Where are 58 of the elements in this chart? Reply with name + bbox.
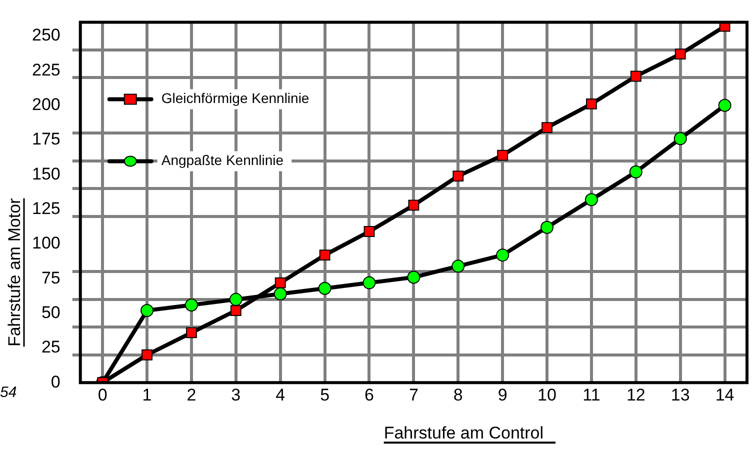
x-tick-label: 12 — [626, 385, 646, 404]
x-tick-label: 1 — [142, 385, 152, 404]
y-tick-label: 200 — [32, 95, 60, 114]
x-tick-label: 4 — [276, 385, 286, 404]
point — [674, 48, 686, 60]
point — [229, 292, 242, 306]
y-axis-title: Fahrstufe am Motor — [5, 198, 24, 347]
point — [452, 170, 464, 182]
y-tick-label: 100 — [32, 234, 60, 253]
y-tick-label: 225 — [32, 60, 60, 80]
x-tick-label: 3 — [231, 385, 241, 404]
x-tick-label: 11 — [582, 385, 600, 404]
y-tick-label: 25 — [41, 338, 60, 357]
x-tick-label: 2 — [186, 385, 196, 404]
legend-label: Gleichförmige Kennlinie — [161, 90, 310, 106]
point — [142, 349, 152, 360]
y-tick-label: 0 — [50, 372, 60, 392]
x-tick-label: 8 — [453, 385, 463, 404]
point — [274, 287, 287, 300]
y-tick-label: 250 — [32, 26, 60, 45]
x-tick-label: 9 — [498, 385, 508, 404]
point — [540, 220, 554, 234]
legend-label: Angpaßte Kennlinie — [161, 152, 284, 168]
point — [452, 260, 465, 273]
y-tick-label: 175 — [32, 130, 60, 149]
point — [140, 304, 154, 318]
point — [630, 70, 642, 82]
point — [186, 327, 197, 338]
x-tick-label: 6 — [364, 385, 374, 404]
x-tick-label: 10 — [538, 385, 556, 404]
x-tick-label: 0 — [98, 385, 108, 404]
point — [584, 193, 598, 206]
x-tick-label: 13 — [670, 385, 690, 404]
x-tick-label: 7 — [408, 385, 418, 404]
point — [364, 226, 375, 237]
point — [674, 132, 687, 146]
point — [230, 305, 242, 316]
point — [496, 248, 510, 262]
point — [362, 276, 376, 290]
point — [274, 277, 286, 288]
point — [407, 270, 420, 284]
y-tick-label: 150 — [32, 164, 60, 184]
point — [184, 298, 198, 312]
point — [542, 122, 552, 133]
point — [586, 98, 597, 110]
point — [629, 165, 642, 178]
y-tick-label: 75 — [41, 268, 60, 288]
point — [718, 98, 732, 112]
y-tick-label: 125 — [32, 199, 60, 218]
text: 54 — [0, 384, 17, 401]
y-tick-label: 50 — [41, 302, 60, 322]
x-tick-label: 5 — [320, 385, 330, 404]
x-axis-title: Fahrstufe am Control — [384, 424, 544, 443]
point — [318, 282, 332, 295]
point — [408, 200, 420, 211]
x-tick-label: 14 — [715, 385, 734, 404]
point — [319, 250, 330, 261]
point — [497, 150, 508, 161]
